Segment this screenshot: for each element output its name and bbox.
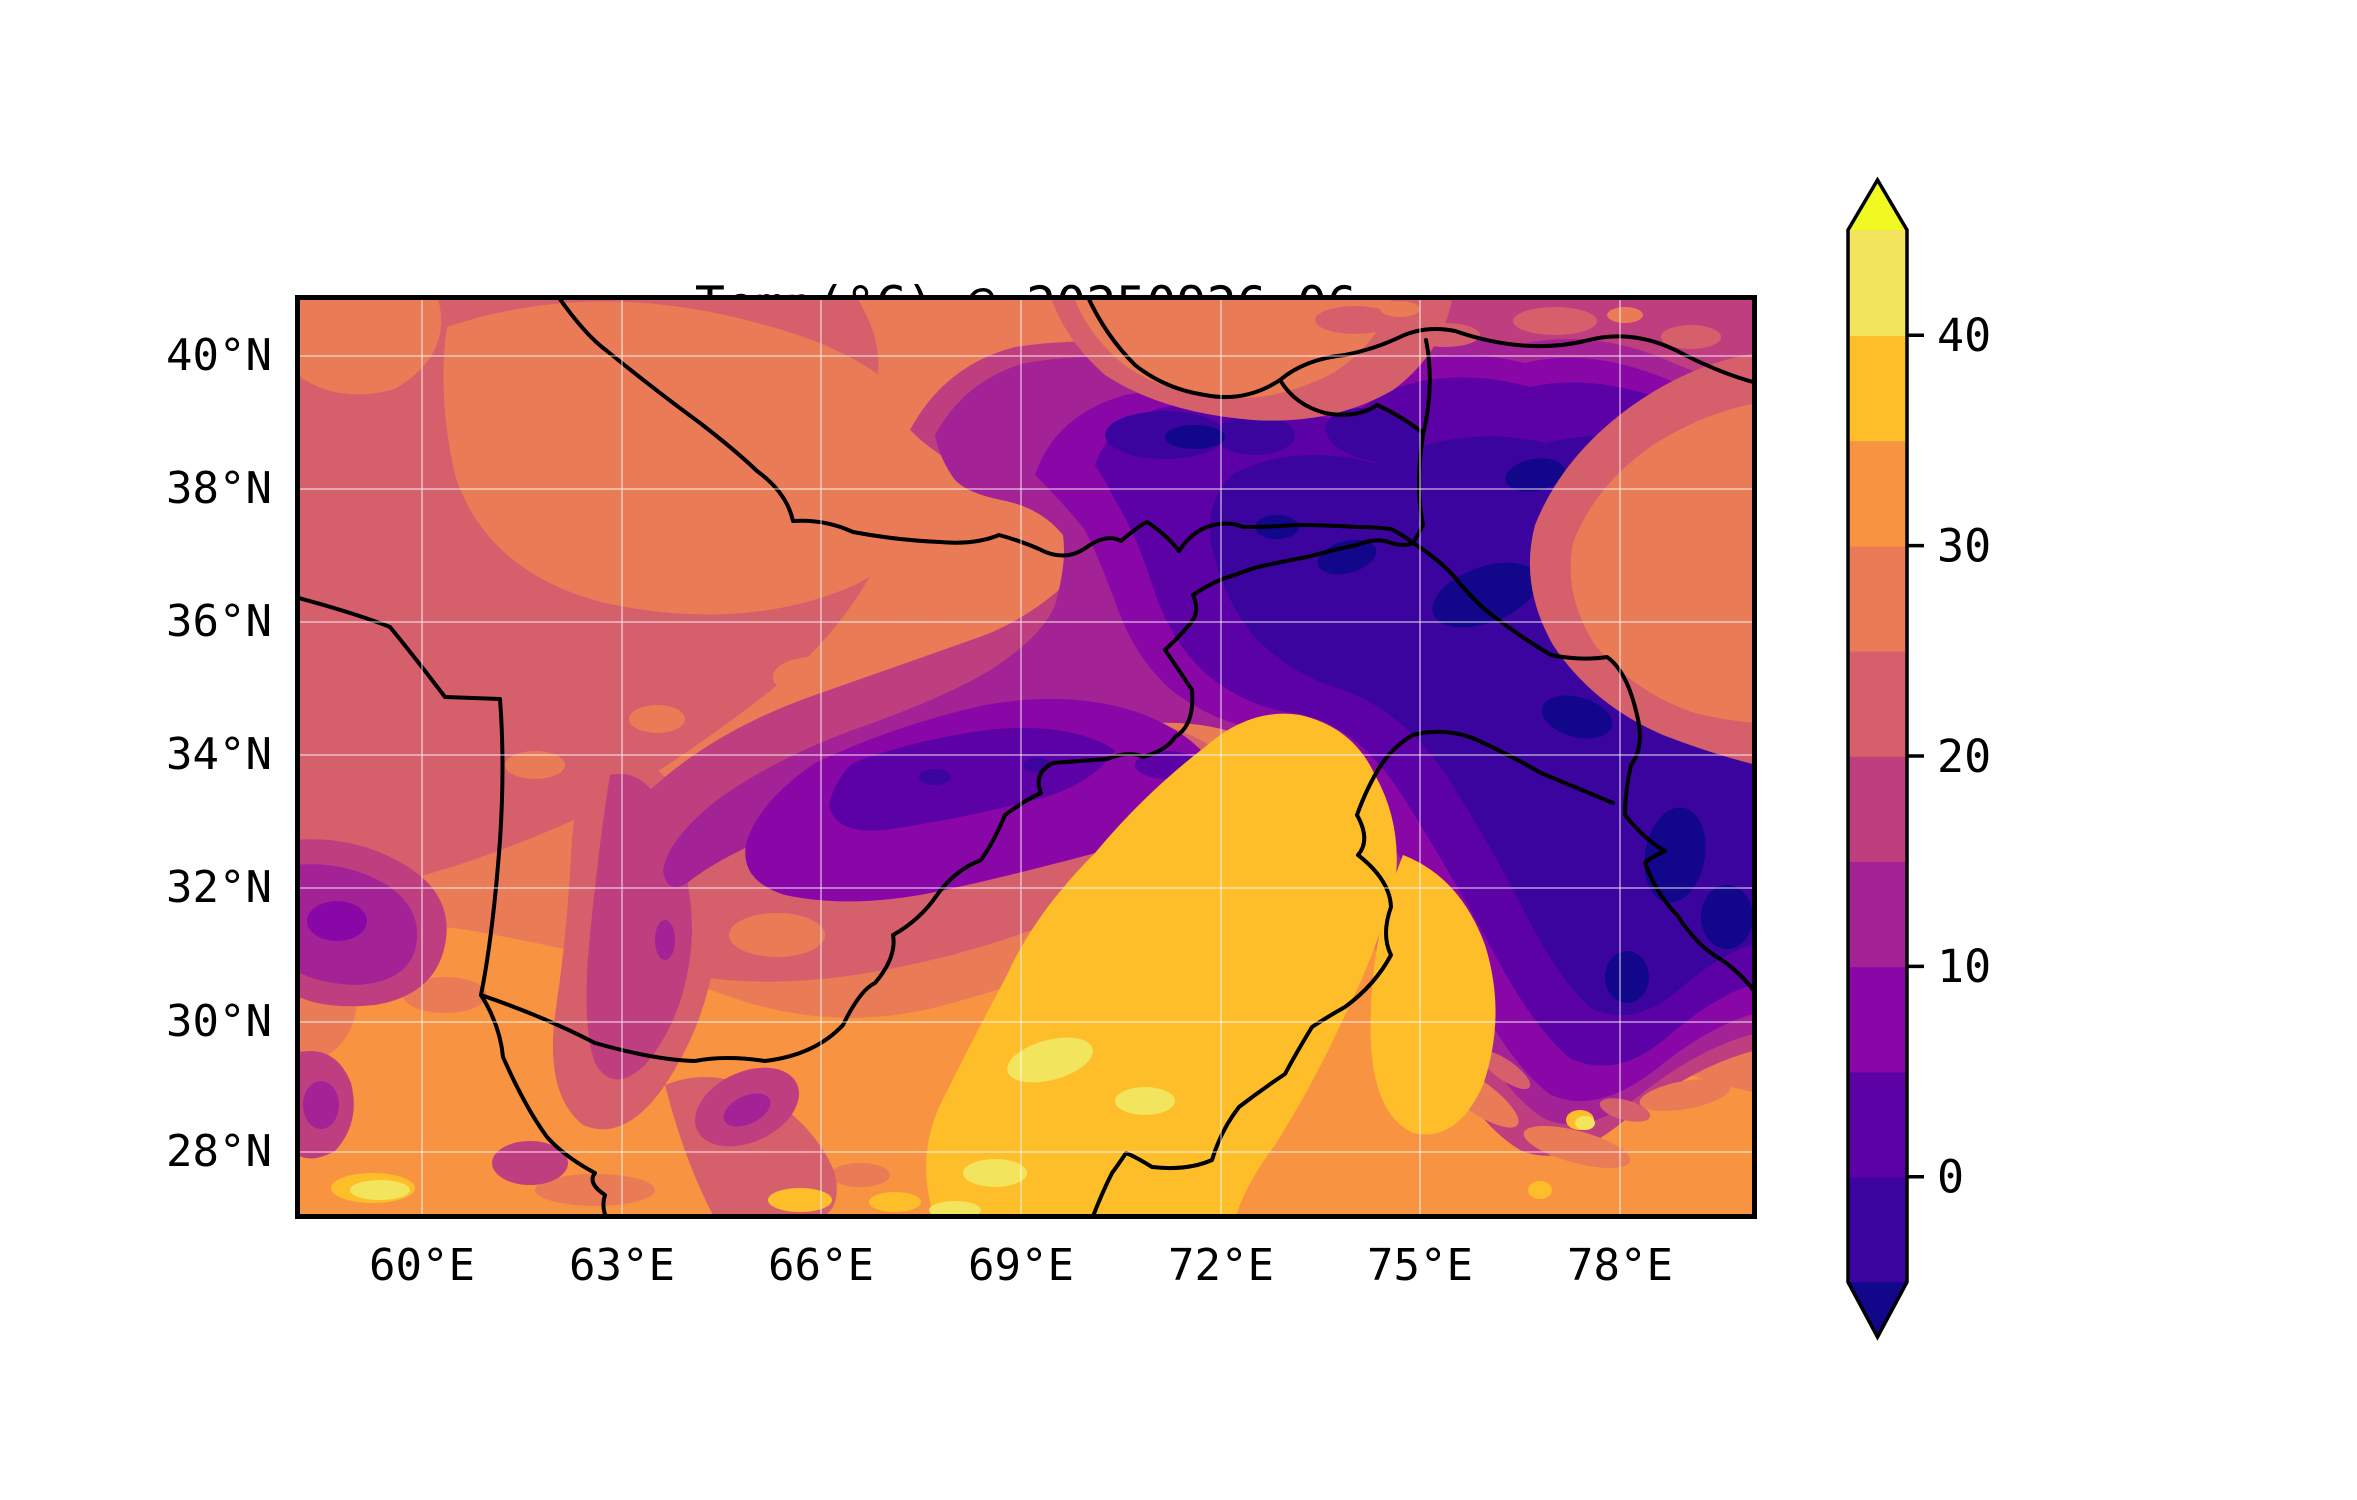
colorbar-segment [1848,1071,1907,1178]
temp-contour-region [869,1192,921,1212]
temp-contour-region [829,727,1115,831]
colorbar-segment [1848,756,1907,862]
temp-contour-region [505,751,565,779]
lat-tick-label: 28°N [166,1126,272,1177]
temp-contour-region [655,920,675,960]
temp-contour-region [1701,885,1753,949]
temp-contour-region [443,301,939,615]
temp-contour-region [303,1081,339,1129]
colorbar-tick-label: 30 [1937,519,1991,572]
temp-contour-region [1513,307,1597,335]
lat-tick-label: 38°N [166,463,272,514]
lon-tick-label: 66°E [768,1240,874,1291]
temp-contour-region [1644,807,1706,903]
lon-tick-label: 69°E [968,1240,1074,1291]
temp-contour-region [1215,415,1295,455]
border-kyrgyz-loop [1278,378,1425,435]
colorbar-outline [1846,176,1909,1341]
temp-contour-region [1380,301,1420,317]
colorbar-extend-over [1848,180,1907,230]
temp-contour-region [1605,951,1649,1003]
lat-tick-label: 30°N [166,996,272,1047]
temp-contour-region [629,705,685,733]
temp-contour-region [729,913,825,957]
lat-tick-label: 36°N [166,596,272,647]
colorbar-tick-label: 0 [1937,1151,1964,1204]
temp-contour-region [926,713,1397,1219]
border-fergana-uzbek-tajik [1085,295,1757,400]
temp-contour-region [1541,695,1613,739]
border-durand-line [479,538,1415,1063]
temp-contour-region [773,657,853,697]
lon-tick-label: 75°E [1367,1240,1473,1291]
country-borders [295,295,1757,1219]
colorbar-extend-under [1848,1282,1907,1337]
temp-contour-region [1479,1050,1531,1090]
colorbar: 0 10 20 30 40 [1846,176,1991,1341]
temp-contour-region [830,1163,890,1187]
temp-contour-region [1165,425,1225,449]
colorbar-tick-label: 20 [1937,730,1991,783]
border-india-pakistan [1090,813,1393,1219]
temp-contour-region [1115,1087,1175,1115]
graticule-gridlines [295,295,1757,1219]
temp-contour-region [295,295,442,395]
colorbar-tick-label: 40 [1937,309,1991,362]
temp-contour-region [1599,1098,1651,1122]
temp-contour-region [1661,325,1721,349]
border-kashmir-loc [1355,729,1615,817]
lat-tick-label: 34°N [166,729,272,780]
temp-contour-region [403,977,487,1013]
temp-contour-region [1523,1125,1631,1169]
colorbar-segment [1848,230,1907,336]
colorbar-segment [1848,545,1907,652]
temp-contour-region [1607,307,1643,323]
temperature-field [295,295,1757,1219]
lat-tick-label: 32°N [166,862,272,913]
temp-contour-region [768,1188,832,1212]
border-tajikistan-china [1411,338,1432,545]
lon-tick-label: 72°E [1168,1240,1274,1291]
colorbar-segment [1848,861,1907,968]
lon-tick-label: 63°E [569,1240,675,1291]
colorbar-tick-label: 10 [1937,940,1991,993]
border-afghanistan-north [555,295,1415,558]
temp-contour-region [1505,458,1565,492]
temp-contour-region [1570,403,1757,723]
temp-contour-region [307,901,367,941]
lon-tick-label: 78°E [1567,1240,1673,1291]
lon-tick-label: 60°E [369,1240,475,1291]
colorbar-segment [1848,650,1907,757]
map-plot [295,295,1757,1219]
colorbar-segment [1848,440,1907,547]
temp-contour-region [1317,539,1377,575]
colorbar-segment [1848,1176,1907,1283]
temp-contour-region [492,1141,568,1185]
temp-contour-region [350,1180,410,1200]
temp-contour-region [1325,407,1425,463]
lat-tick-label: 40°N [166,330,272,381]
temp-contour-region [919,769,951,785]
temp-contour-region [535,1174,655,1206]
border-karakoram-ladakh [1411,541,1757,997]
temp-contour-region [1370,855,1496,1135]
temp-contour-region [1639,1079,1731,1111]
temp-contour-region [1315,306,1395,334]
temp-contour-region [723,1093,771,1127]
temp-contour-region [1528,1181,1552,1199]
temp-contour-region [963,1159,1027,1187]
map-frame [295,295,1757,1219]
temp-contour-region [1575,1116,1595,1130]
temp-contour-region [887,601,939,629]
temp-contour-region [1007,1037,1093,1083]
colorbar-segment [1848,335,1907,442]
temp-contour-region [1073,295,1393,399]
colorbar-segment [1848,966,1907,1073]
